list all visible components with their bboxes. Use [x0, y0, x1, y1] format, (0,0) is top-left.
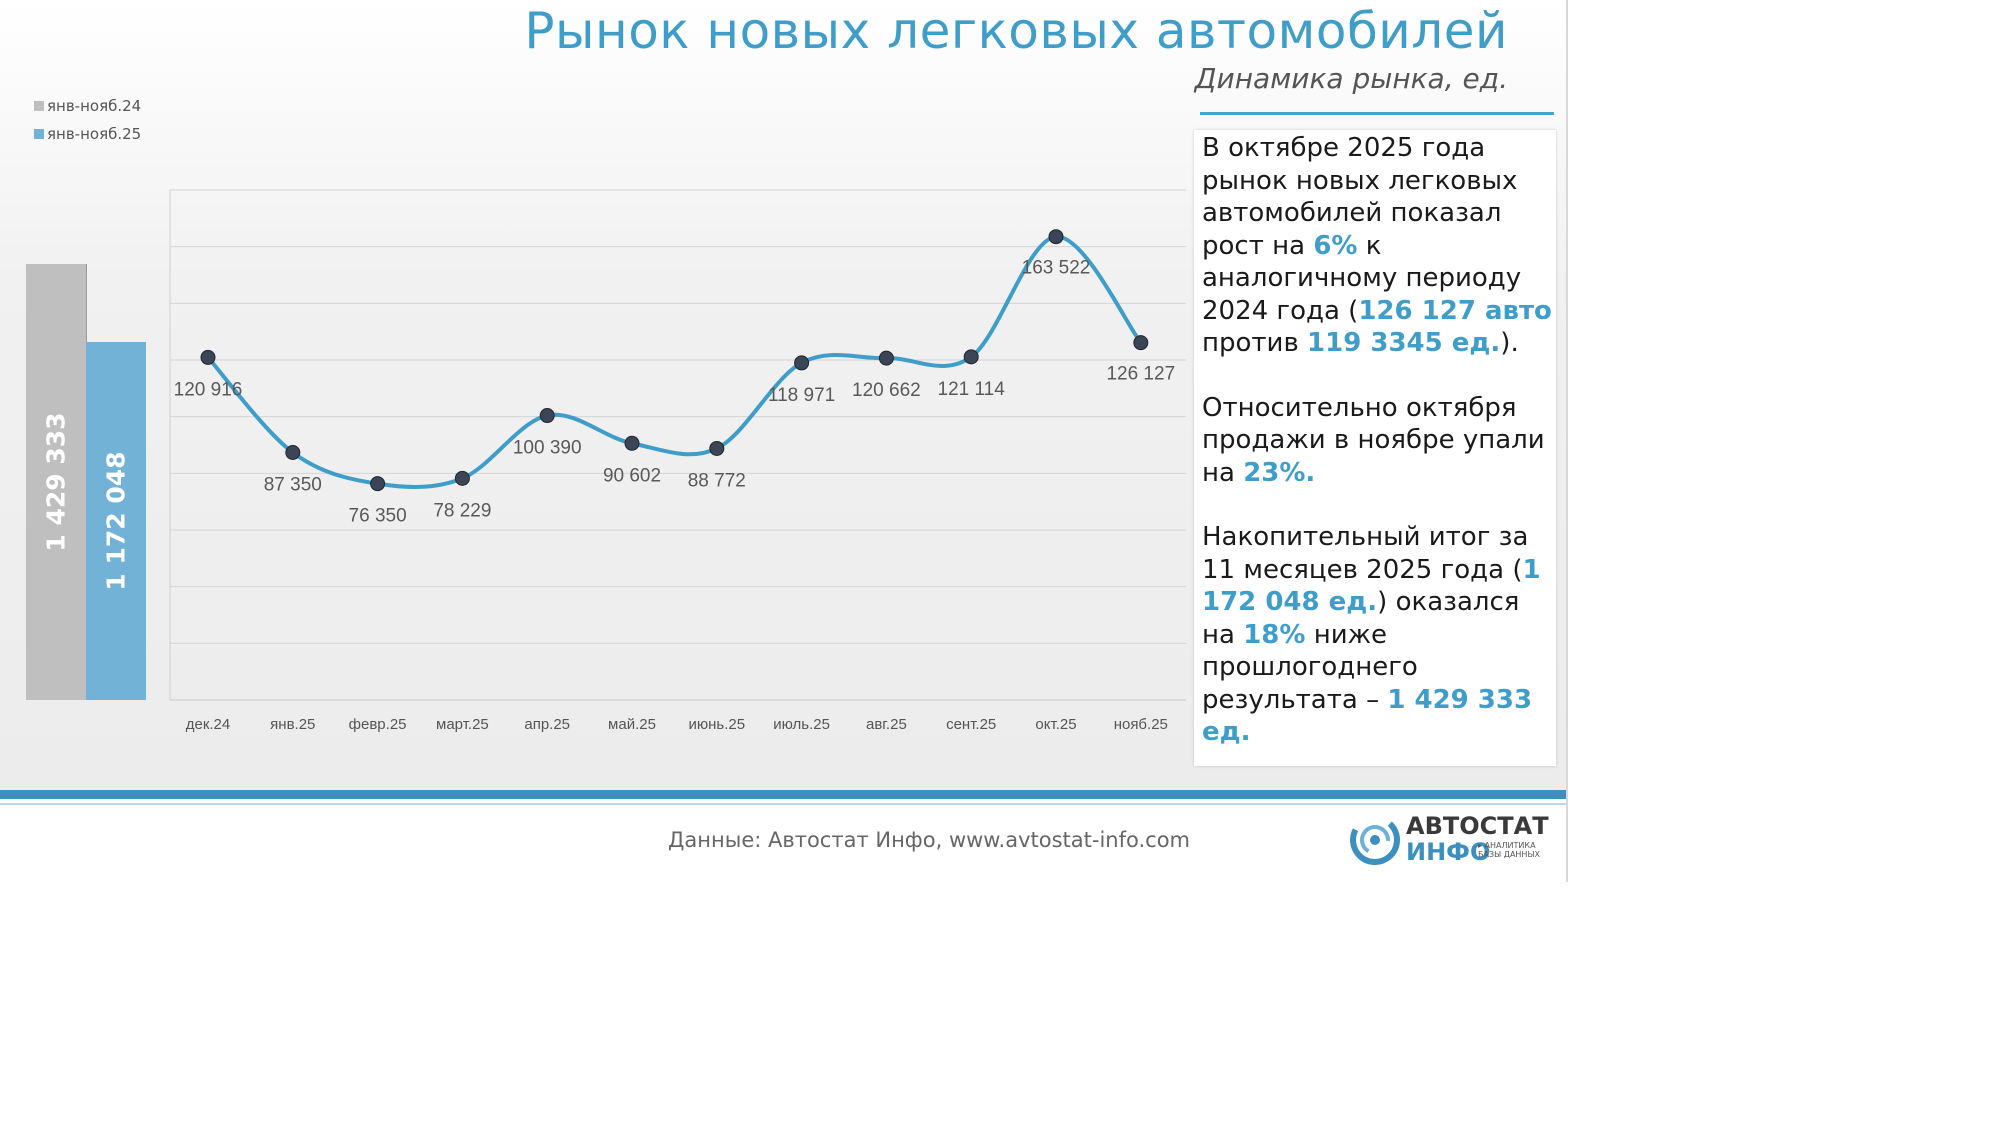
- legend-label-2024: янв-нояб.24: [47, 97, 142, 115]
- x-tick-label: июль.25: [773, 716, 830, 733]
- series-line: [206, 234, 1143, 489]
- info-text-segment: против: [1202, 328, 1308, 358]
- info-text-segment: В октябре 2025 года рынок новых легковых…: [1202, 133, 1518, 261]
- data-point: [624, 435, 640, 451]
- info-paragraph-november: Относительно октября продажи в ноябре уп…: [1202, 392, 1552, 490]
- data-label: 163 522: [1022, 258, 1091, 279]
- data-source: Данные: Автостат Инфо, www.avtostat-info…: [668, 828, 1191, 852]
- info-text-segment: ).: [1500, 328, 1519, 358]
- info-text-segment: Относительно октября продажи в ноябре уп…: [1202, 392, 1545, 488]
- logo-text-top: АВТОСТАТ: [1406, 812, 1549, 840]
- info-text-segment: 18%: [1243, 619, 1306, 650]
- legend-item-2024: янв-нояб.24: [34, 92, 141, 120]
- data-label: 78 229: [433, 500, 491, 521]
- data-label: 120 916: [174, 379, 243, 400]
- x-tick-label: окт.25: [1035, 716, 1076, 733]
- page-subtitle: Динамика рынка, ед.: [1194, 62, 1508, 95]
- data-label: 90 602: [603, 465, 661, 486]
- legend-swatch-2025: [34, 129, 44, 139]
- x-tick-label: сент.25: [946, 716, 996, 733]
- data-point: [370, 476, 386, 492]
- data-label: 126 127: [1106, 364, 1175, 385]
- data-point: [200, 349, 216, 365]
- avtostat-logo: АВТОСТАТ ИНФО ▸ АНАЛИТИКА БАЗЫ ДАННЫХ: [1348, 812, 1549, 868]
- info-text-segment: к аналогичному периоду 2024 года (: [1202, 230, 1522, 326]
- logo-text-bottom: ИНФО: [1406, 838, 1491, 866]
- info-text-segment: 6%: [1313, 230, 1358, 261]
- data-label: 87 350: [264, 475, 322, 496]
- data-point: [709, 440, 725, 456]
- data-point: [539, 408, 555, 424]
- x-tick-label: авг.25: [866, 716, 907, 733]
- info-text-segment: ниже прошлогоднего результата –: [1202, 619, 1418, 715]
- x-tick-label: нояб.25: [1114, 716, 1168, 733]
- x-tick-label: дек.24: [186, 716, 231, 733]
- x-tick-label: янв.25: [270, 716, 315, 733]
- data-point: [454, 470, 470, 486]
- legend-swatch-2024: [34, 101, 44, 111]
- slide-right-edge: [1566, 0, 1568, 882]
- footer-accent-bar: [0, 790, 1568, 799]
- data-label: 121 114: [938, 379, 1006, 400]
- data-label: 88 772: [688, 470, 746, 491]
- x-tick-label: июнь.25: [689, 716, 746, 733]
- legend-item-2025: янв-нояб.25: [34, 120, 141, 148]
- info-text-segment: Накопительный итог за 11 месяцев 2025 го…: [1202, 522, 1529, 585]
- x-tick-label: апр.25: [524, 716, 570, 733]
- data-label: 76 350: [349, 506, 407, 527]
- bar-2024: 1 429 333: [26, 263, 87, 700]
- page-title: Рынок новых легковых автомобилей: [524, 2, 1508, 60]
- title-accent-line: [1200, 112, 1554, 115]
- data-point: [963, 349, 979, 365]
- info-paragraph-cumulative: Накопительный итог за 11 месяцев 2025 го…: [1202, 521, 1552, 749]
- data-point: [794, 355, 810, 371]
- data-label: 100 390: [513, 438, 582, 459]
- x-tick-label: февр.25: [349, 716, 407, 733]
- data-point: [285, 445, 301, 461]
- legend-label-2025: янв-нояб.25: [47, 125, 142, 143]
- info-text: В октябре 2025 года рынок новых легковых…: [1202, 132, 1552, 781]
- data-point: [878, 350, 894, 366]
- x-tick-label: март.25: [436, 716, 489, 733]
- info-text-segment: 119 3345 ед.: [1307, 328, 1501, 358]
- x-tick-label: май.25: [608, 716, 656, 733]
- info-text-segment: 23%.: [1243, 457, 1316, 488]
- logo-tagline: ▸ АНАЛИТИКА БАЗЫ ДАННЫХ: [1478, 841, 1540, 859]
- data-label: 118 971: [768, 385, 835, 406]
- bar-2025: 1 172 048: [86, 342, 146, 700]
- data-point: [1048, 229, 1064, 245]
- info-text-segment: 1 172 048 ед.: [1202, 554, 1541, 618]
- info-text-segment: 1 429 333 ед.: [1202, 684, 1533, 748]
- footer-thin-line: [0, 803, 1568, 805]
- legend: янв-нояб.24 янв-нояб.25: [34, 92, 141, 148]
- info-text-segment: 126 127 авто: [1358, 295, 1552, 326]
- data-point: [1133, 335, 1149, 351]
- logo-swirl-icon: [1350, 815, 1400, 865]
- info-paragraph-october: В октябре 2025 года рынок новых легковых…: [1202, 132, 1552, 360]
- info-text-segment: ) оказался на: [1202, 587, 1520, 650]
- info-box: В октябре 2025 года рынок новых легковых…: [1194, 130, 1556, 766]
- data-label: 120 662: [852, 380, 921, 401]
- monthly-line-chart: 120 916 дек.24 87 350 янв.25 76 350 февр.25 78…: [169, 189, 1186, 733]
